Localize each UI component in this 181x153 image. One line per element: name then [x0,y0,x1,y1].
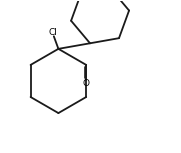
Text: Cl: Cl [49,28,57,37]
Text: O: O [83,80,90,88]
